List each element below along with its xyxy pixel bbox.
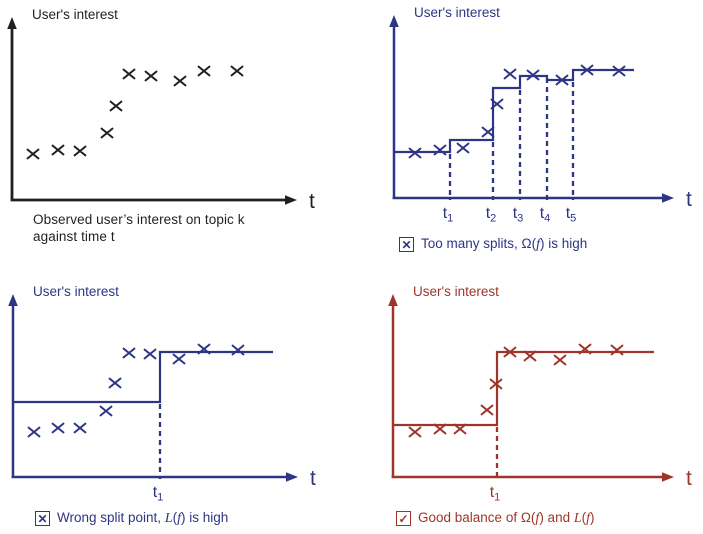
checkbox-x-icon: ✕ <box>399 237 414 252</box>
legend-label: Wrong split point, L(f) is high <box>57 510 229 526</box>
step-function-line <box>394 68 634 154</box>
legend-wrong-split: ✕ Wrong split point, L(f) is high <box>35 510 228 527</box>
data-points-x-icon <box>408 343 624 438</box>
step-function-line <box>393 350 654 427</box>
panel-good-balance: User's interest t t1 <box>388 284 692 504</box>
y-axis-arrow-icon <box>7 17 17 29</box>
split-label: t1 <box>490 484 501 504</box>
panel-observed: User's interest t <box>7 7 315 213</box>
y-axis-arrow-icon <box>8 294 18 306</box>
y-axis-arrow-icon <box>388 294 398 306</box>
panel-title: User's interest <box>413 284 499 299</box>
legend-good-balance: ✓ Good balance of Ω(f) and L(f) <box>396 510 595 527</box>
panel-title: User's interest <box>32 7 118 22</box>
split-label: t1 <box>443 205 454 225</box>
split-label: t3 <box>513 205 524 225</box>
legend-label: Good balance of Ω(f) and L(f) <box>418 510 595 526</box>
legend-too-many-splits: ✕ Too many splits, Ω(f) is high <box>399 236 587 253</box>
observed-caption-line-1: Observed user’s interest on topic k <box>33 212 245 227</box>
split-label: t4 <box>540 205 551 225</box>
panel-title: User's interest <box>33 284 119 299</box>
t-axis-label: t <box>310 467 316 490</box>
panel-wrong-split: User's interest t t1 <box>8 284 316 504</box>
panel-title: User's interest <box>414 5 500 20</box>
checkbox-checked-icon: ✓ <box>396 511 411 526</box>
x-axis-arrow-icon <box>662 193 674 203</box>
t-axis-label: t <box>686 467 692 490</box>
data-points-x-icon <box>408 64 626 159</box>
split-label: t1 <box>153 484 164 504</box>
x-axis-arrow-icon <box>285 195 297 205</box>
data-points-x-icon <box>27 343 245 438</box>
checkbox-x-icon: ✕ <box>35 511 50 526</box>
t-axis-label: t <box>686 188 692 211</box>
observed-caption-line-2: against time t <box>33 229 115 244</box>
data-points-x-icon <box>26 65 244 160</box>
observed-caption: Observed user’s interest on topic k agai… <box>33 211 245 245</box>
split-label: t2 <box>486 205 497 225</box>
y-axis-arrow-icon <box>389 15 399 27</box>
panel-too-many-splits: User's interest t t1 t2 t3 t4 t5 <box>389 5 692 225</box>
t-axis-label: t <box>309 190 315 213</box>
x-axis-arrow-icon <box>286 472 298 482</box>
legend-label: Too many splits, Ω(f) is high <box>421 236 588 252</box>
step-function-line <box>13 350 273 404</box>
split-label: t5 <box>566 205 577 225</box>
x-axis-arrow-icon <box>662 472 674 482</box>
